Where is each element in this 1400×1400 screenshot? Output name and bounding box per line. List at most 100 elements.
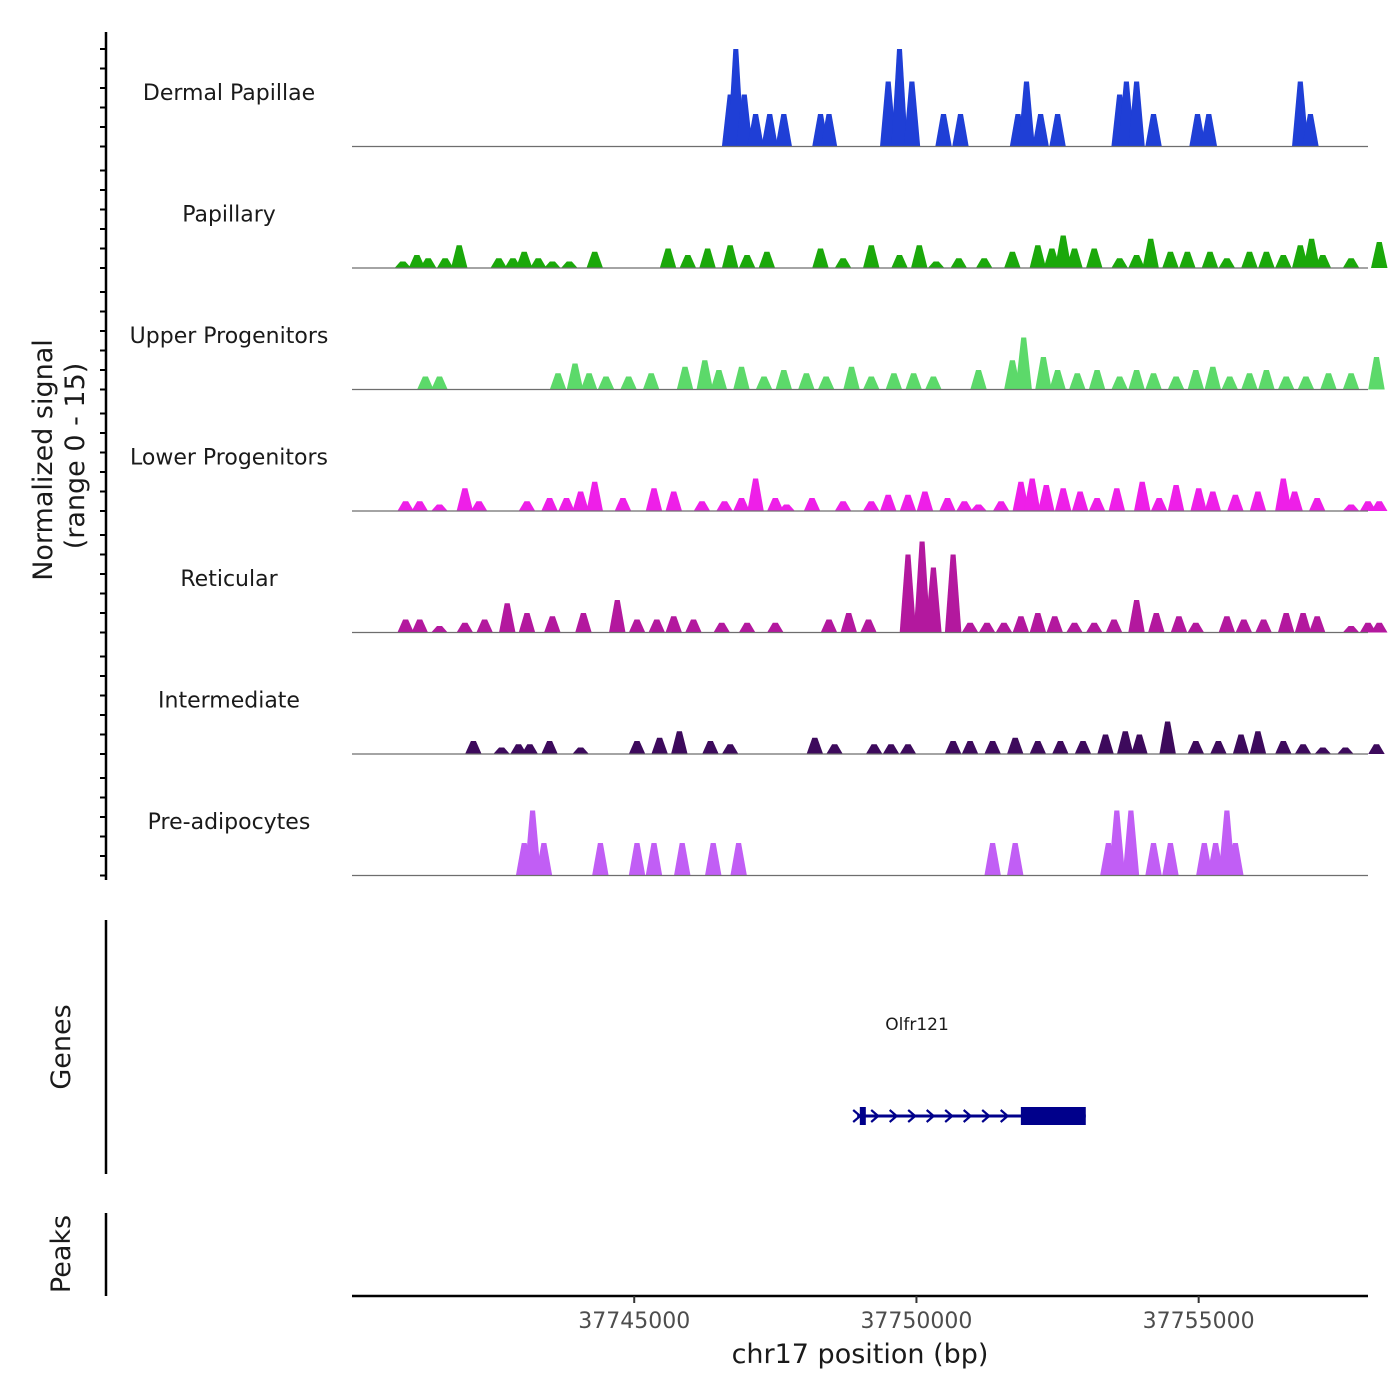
signal-peak	[806, 737, 824, 754]
signal-peak	[1258, 370, 1275, 390]
signal-peak	[1342, 504, 1360, 511]
signal-peak	[676, 366, 694, 390]
signal-peak	[1314, 747, 1332, 754]
signal-peak	[1179, 251, 1196, 268]
signal-peak	[1128, 81, 1145, 147]
signal-peak	[1314, 255, 1332, 268]
signal-peak	[1292, 81, 1309, 147]
signal-peak	[1218, 258, 1236, 268]
genes-track-label: Genes	[46, 1004, 77, 1089]
gene-track	[104, 920, 1086, 1174]
signal-peak	[645, 488, 663, 511]
signal-peak	[899, 554, 917, 633]
x-axis: 37745000 37750000 37755000	[352, 1294, 1368, 1334]
signal-peak	[1170, 616, 1188, 633]
signal-peak	[1162, 251, 1179, 268]
signal-peak	[939, 498, 956, 511]
signal-peak	[1052, 741, 1069, 754]
x-tick-label: 37755000	[1143, 1309, 1255, 1334]
signal-peak	[995, 622, 1013, 633]
signal-peak	[1029, 245, 1047, 268]
signal-peak	[1066, 622, 1083, 633]
signal-peak	[1320, 373, 1337, 390]
signal-peak	[671, 731, 688, 754]
signal-peak	[1294, 744, 1312, 754]
signal-peak	[767, 498, 784, 511]
signal-peak	[1029, 741, 1047, 754]
signal-peak	[843, 366, 860, 390]
signal-peak	[1286, 491, 1303, 511]
signal-peak	[1097, 734, 1114, 754]
signal-peak	[561, 261, 578, 268]
signal-peak	[1308, 616, 1326, 633]
signal-peak	[899, 744, 917, 754]
signal-peak	[1210, 741, 1227, 754]
signal-peak	[1249, 731, 1267, 754]
signal-peak	[628, 619, 646, 633]
signal-peak	[716, 501, 733, 511]
track-label: Dermal Papillae	[143, 81, 315, 106]
signal-peak	[1255, 619, 1272, 633]
y-axis-title-line2: (range 0 - 15)	[60, 363, 91, 550]
signal-peak	[1167, 376, 1185, 390]
signal-peak	[899, 494, 917, 511]
signal-peak	[1159, 721, 1176, 754]
signal-peak	[1232, 734, 1250, 754]
signal-peak	[1371, 242, 1388, 268]
signal-peak	[465, 741, 482, 754]
signal-peak	[984, 843, 1001, 876]
track-label: Reticular	[180, 567, 278, 592]
signal-peak	[648, 619, 665, 633]
track-label: Lower Progenitors	[130, 446, 328, 471]
signal-peak	[767, 622, 784, 633]
signal-peak	[642, 373, 660, 390]
signal-peak	[702, 741, 719, 754]
signal-peak	[935, 114, 952, 147]
signal-peak	[674, 843, 691, 876]
signal-peak	[1145, 843, 1162, 876]
signal-peak	[620, 376, 637, 390]
signal-peak	[880, 494, 897, 511]
signal-peak	[1038, 485, 1055, 511]
signal-peak	[733, 366, 750, 390]
signal-peak	[1131, 734, 1148, 754]
signal-peak	[549, 373, 567, 390]
signal-peak	[713, 622, 730, 633]
signal-peak	[1018, 81, 1035, 147]
signal-peak	[1046, 616, 1063, 633]
signal-peak	[1049, 370, 1066, 390]
signal-peak	[970, 370, 987, 390]
signal-peak	[572, 491, 589, 511]
signal-peak	[916, 491, 934, 511]
signal-peak	[961, 741, 979, 754]
signal-peak	[820, 619, 838, 633]
track-reticular: Reticular	[180, 541, 1388, 634]
signal-peak	[826, 744, 843, 754]
signal-peak	[1200, 114, 1218, 147]
signal-peak	[1134, 481, 1151, 511]
signal-peak	[961, 622, 979, 633]
signal-peak	[575, 613, 592, 633]
signal-peak	[394, 261, 412, 268]
signal-peak	[975, 258, 993, 268]
signal-peak	[1371, 501, 1388, 511]
signal-peak	[1086, 622, 1103, 633]
signal-peak	[747, 478, 764, 511]
signal-peak	[1088, 498, 1106, 511]
signal-peak	[903, 81, 921, 147]
signal-peak	[761, 114, 778, 147]
signal-peak	[705, 843, 722, 876]
signal-peak	[863, 245, 880, 268]
signal-peak	[747, 114, 764, 147]
signal-peak	[885, 373, 903, 390]
peaks-track-label: Peaks	[46, 1215, 77, 1293]
signal-peak	[431, 376, 448, 390]
signal-peak	[1142, 238, 1159, 268]
signal-peak	[1187, 370, 1205, 390]
signal-peak	[1218, 616, 1236, 633]
track-lower-progenitors: Lower Progenitors	[130, 446, 1388, 512]
signal-peak	[860, 619, 877, 633]
signal-peak	[470, 501, 488, 511]
signal-peak	[530, 258, 547, 268]
